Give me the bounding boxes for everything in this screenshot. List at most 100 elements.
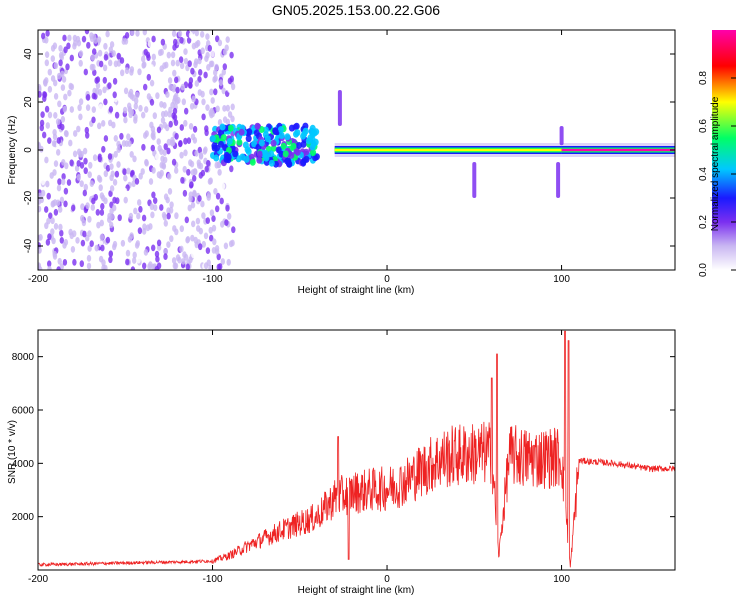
- heatmap-cell: [170, 59, 176, 67]
- heatmap-cell: [153, 197, 158, 205]
- heatmap-cell: [47, 260, 52, 268]
- heatmap-cell: [216, 253, 221, 261]
- heatmap-cell: [62, 34, 67, 42]
- heatmap-cell: [201, 212, 206, 220]
- heatmap-cell: [197, 57, 202, 65]
- heatmap-cell: [183, 137, 188, 145]
- heatmap-cell: [120, 239, 126, 247]
- heatmap-cell: [42, 95, 47, 102]
- heatmap-cell: [184, 216, 189, 224]
- heatmap-cell: [198, 243, 203, 251]
- heatmap-cell: [246, 128, 253, 136]
- heatmap-cell: [238, 128, 245, 136]
- heatmap-cell: [143, 132, 148, 139]
- heatmap-cell: [120, 182, 125, 189]
- heatmap-cell: [113, 135, 119, 142]
- heatmap-cell: [136, 212, 141, 220]
- heatmap-cell: [125, 249, 131, 257]
- heatmap-cell: [142, 262, 147, 270]
- heatmap-cell: [167, 110, 172, 118]
- heatmap-cell: [60, 116, 66, 123]
- heatmap-cell: [146, 73, 151, 81]
- heatmap-cell: [59, 263, 64, 270]
- heatmap-cell: [227, 212, 232, 220]
- heatmap-cell: [82, 78, 87, 86]
- heatmap-cell: [171, 257, 177, 264]
- heatmap-cell: [209, 234, 214, 242]
- heatmap-cell: [107, 113, 112, 121]
- x-tick-label: 0: [384, 274, 390, 285]
- heatmap-cell: [201, 113, 206, 121]
- heatmap-cell: [130, 266, 136, 270]
- heatmap-cell: [275, 146, 282, 154]
- heatmap-cell: [109, 163, 114, 171]
- heatmap-cell: [96, 174, 102, 182]
- heatmap-cell: [40, 111, 45, 118]
- heatmap-cell: [190, 201, 196, 209]
- heatmap-cell: [203, 146, 208, 154]
- heatmap-cell: [128, 212, 134, 220]
- heatmap-cell: [121, 38, 127, 45]
- heatmap-cell: [66, 179, 72, 186]
- heatmap-cell: [112, 91, 117, 99]
- heatmap-cell: [137, 68, 142, 76]
- heatmap-cell: [57, 257, 62, 265]
- heatmap-cell: [205, 247, 211, 255]
- heatmap-cell: [107, 153, 113, 160]
- heatmap-cell: [130, 30, 135, 36]
- heatmap-cell: [91, 106, 97, 113]
- heatmap-cell: [133, 116, 138, 124]
- heatmap-cell: [79, 260, 85, 268]
- heatmap-cell: [189, 160, 195, 168]
- heatmap-cell: [116, 161, 121, 168]
- heatmap-cell: [178, 56, 184, 63]
- heatmap-cell: [272, 127, 279, 135]
- heatmap-cell: [53, 223, 59, 230]
- heatmap-cell: [229, 165, 234, 173]
- heatmap-cell: [172, 113, 178, 121]
- heatmap-cell: [103, 54, 109, 61]
- heatmap-cell: [102, 64, 108, 72]
- heatmap-cell: [84, 30, 90, 35]
- heatmap-cell: [129, 69, 134, 76]
- y-tick-label: 20: [23, 96, 34, 108]
- heatmap-cell: [127, 140, 132, 148]
- heatmap-cell: [53, 160, 59, 168]
- heatmap-cell: [88, 161, 93, 169]
- heatmap-cell: [160, 116, 166, 124]
- heatmap-cell: [215, 35, 220, 43]
- heatmap-cell: [131, 94, 136, 102]
- heatmap-cell: [144, 106, 149, 113]
- heatmap-cell: [170, 136, 175, 144]
- heatmap-cell: [69, 106, 75, 113]
- heatmap-cell: [133, 102, 138, 110]
- heatmap-region: [334, 143, 562, 157]
- heatmap-cell: [288, 124, 295, 132]
- heatmap-cell: [122, 168, 127, 176]
- heatmap-cell: [232, 150, 239, 158]
- heatmap-cell: [78, 113, 83, 121]
- heatmap-cell: [168, 83, 173, 91]
- heatmap-cell: [99, 233, 105, 241]
- heatmap-cell: [209, 135, 216, 143]
- heatmap-cell: [56, 266, 61, 270]
- heatmap-cell: [162, 213, 167, 221]
- heatmap-cell: [44, 59, 49, 67]
- heatmap-cell: [187, 60, 192, 68]
- heatmap-cell: [302, 122, 309, 130]
- heatmap-cell: [294, 129, 301, 137]
- heatmap-cell: [143, 83, 148, 91]
- heatmap-cell: [149, 203, 155, 211]
- heatmap-cell: [200, 200, 205, 208]
- heatmap-cell: [135, 91, 140, 99]
- heatmap-cell: [156, 126, 162, 134]
- heatmap-band-core: [334, 148, 562, 152]
- heatmap-cell: [67, 89, 72, 97]
- heatmap-cell: [134, 178, 140, 185]
- heatmap-cell: [175, 86, 180, 94]
- heatmap-cell: [97, 155, 103, 163]
- heatmap-cell: [76, 174, 82, 181]
- heatmap-cell: [220, 220, 225, 228]
- heatmap-cell: [166, 212, 171, 220]
